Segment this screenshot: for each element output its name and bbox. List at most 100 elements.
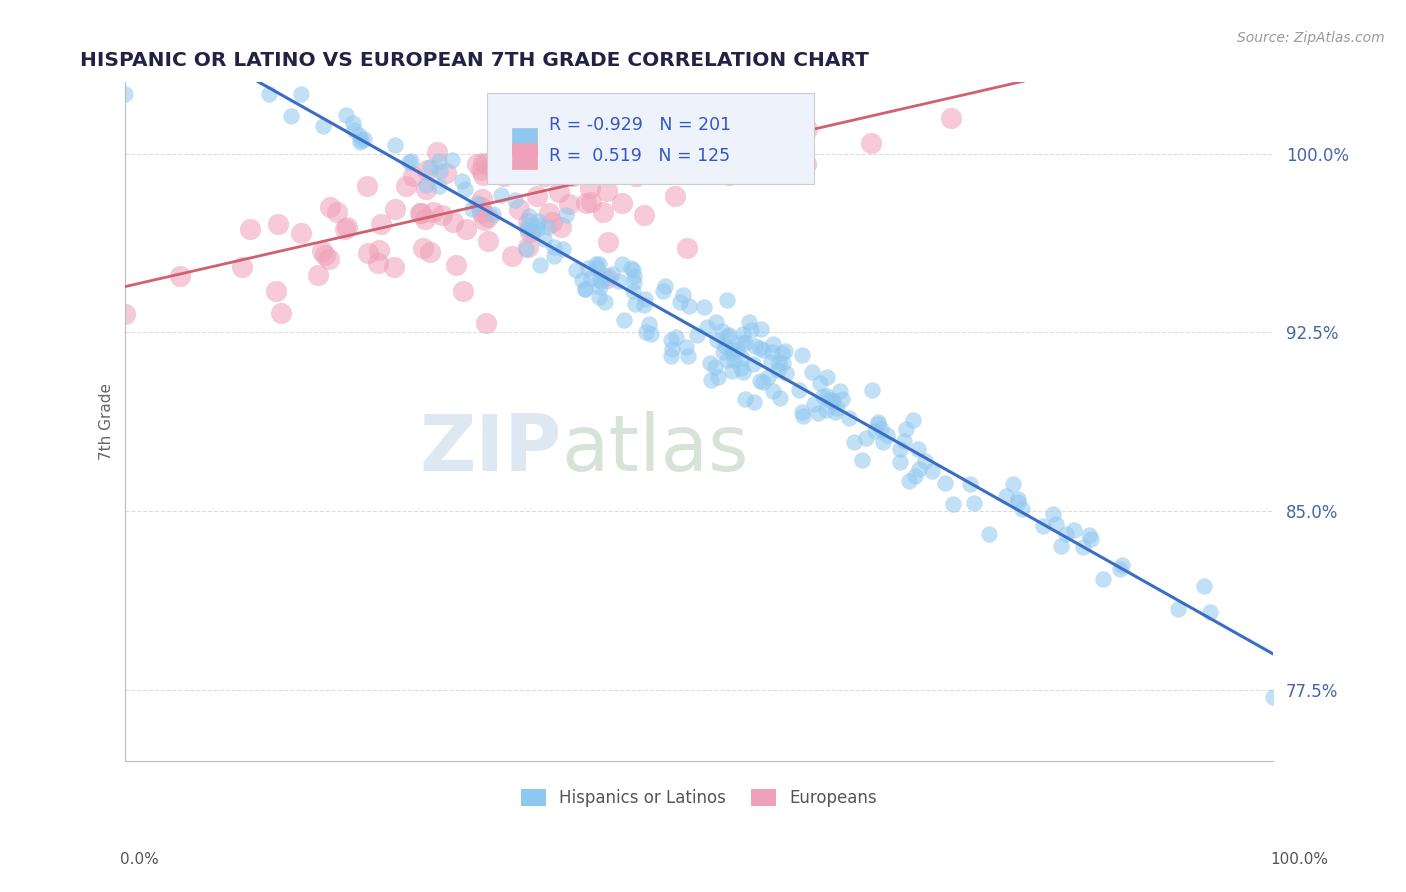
Point [706, 333, 728, 347]
Point [540, 161, 562, 175]
Point [780, 142, 803, 156]
Point [904, 469, 927, 483]
Point [977, 527, 1000, 541]
Point [815, 370, 838, 384]
Legend: Hispanics or Latinos, Europeans: Hispanics or Latinos, Europeans [515, 782, 884, 814]
Point [586, 261, 609, 276]
Point [787, 383, 810, 397]
Point [588, 257, 610, 271]
Point [595, 271, 617, 285]
Point [519, 226, 541, 240]
Point [516, 216, 538, 230]
Point [626, 111, 648, 125]
Text: HISPANIC OR LATINO VS EUROPEAN 7TH GRADE CORRELATION CHART: HISPANIC OR LATINO VS EUROPEAN 7TH GRADE… [80, 51, 869, 70]
Point [280, 109, 302, 123]
Point [550, 219, 572, 234]
Point [422, 205, 444, 219]
Point [721, 346, 744, 360]
Point [450, 174, 472, 188]
Point [623, 268, 645, 283]
Point [596, 184, 619, 198]
Point [1063, 523, 1085, 537]
Point [707, 369, 730, 384]
Point [693, 300, 716, 314]
Point [508, 153, 530, 168]
Point [665, 330, 688, 344]
Point [588, 273, 610, 287]
Point [731, 327, 754, 342]
Point [716, 329, 738, 343]
Point [538, 205, 561, 219]
Point [770, 346, 793, 360]
Point [921, 464, 943, 478]
Point [596, 271, 619, 285]
Point [825, 401, 848, 416]
Point [801, 365, 824, 379]
Point [723, 353, 745, 368]
Point [901, 412, 924, 426]
Point [893, 434, 915, 449]
Point [239, 222, 262, 236]
Point [470, 206, 492, 220]
Point [762, 384, 785, 398]
Point [384, 138, 406, 153]
Point [257, 87, 280, 102]
Point [652, 285, 675, 299]
Point [599, 158, 621, 172]
Point [318, 200, 340, 214]
Point [419, 245, 441, 260]
Point [342, 116, 364, 130]
Point [762, 337, 785, 351]
Point [471, 193, 494, 207]
Point [696, 320, 718, 334]
Point [794, 157, 817, 171]
Text: ZIP: ZIP [419, 411, 561, 487]
Point [451, 285, 474, 299]
Point [838, 410, 860, 425]
Point [517, 240, 540, 254]
Point [520, 222, 543, 236]
Point [672, 288, 695, 302]
Point [934, 476, 956, 491]
Point [695, 111, 717, 125]
Point [547, 139, 569, 153]
Point [889, 455, 911, 469]
Point [869, 422, 891, 436]
Point [1109, 562, 1132, 576]
Point [579, 270, 602, 285]
Point [716, 293, 738, 307]
Point [1071, 540, 1094, 554]
Point [335, 107, 357, 121]
Point [731, 163, 754, 178]
Point [503, 193, 526, 207]
Point [661, 118, 683, 132]
Point [472, 156, 495, 170]
Point [748, 374, 770, 388]
Point [710, 324, 733, 338]
Point [821, 393, 844, 408]
Point [889, 442, 911, 456]
Point [561, 169, 583, 184]
Point [426, 145, 449, 160]
Point [508, 202, 530, 217]
Point [730, 361, 752, 376]
Point [579, 181, 602, 195]
Point [574, 282, 596, 296]
Point [737, 111, 759, 125]
Point [526, 221, 548, 235]
Point [731, 365, 754, 379]
Point [353, 131, 375, 145]
Point [505, 136, 527, 151]
Point [963, 496, 986, 510]
Text: atlas: atlas [561, 411, 749, 487]
Point [678, 299, 700, 313]
Point [416, 163, 439, 178]
Point [623, 275, 645, 289]
Point [689, 161, 711, 176]
Point [1077, 527, 1099, 541]
Point [336, 219, 359, 234]
Point [1054, 527, 1077, 541]
Point [772, 356, 794, 370]
Point [859, 136, 882, 151]
Point [659, 349, 682, 363]
